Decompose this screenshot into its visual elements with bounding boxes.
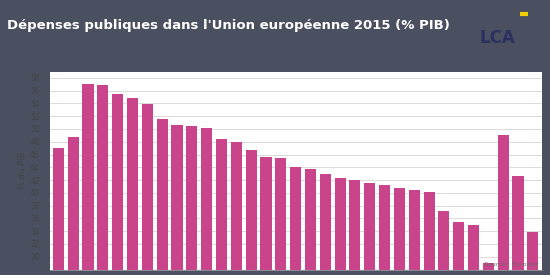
Bar	[394, 188, 405, 275]
Bar	[290, 167, 301, 275]
Bar	[112, 94, 123, 275]
Bar	[172, 125, 183, 275]
Bar	[305, 169, 316, 275]
Bar	[201, 128, 212, 275]
Bar	[53, 148, 64, 275]
Bar	[275, 158, 287, 275]
Bar	[513, 176, 524, 275]
Bar	[453, 222, 464, 275]
Bar	[216, 139, 227, 275]
Bar	[483, 263, 494, 275]
Bar	[68, 137, 79, 275]
Bar	[349, 180, 360, 275]
Bar	[320, 174, 331, 275]
Bar	[142, 104, 153, 275]
Bar	[127, 98, 138, 275]
Bar	[424, 192, 434, 275]
Bar	[97, 85, 108, 275]
Y-axis label: % du PIB: % du PIB	[18, 152, 28, 189]
Text: LCA: LCA	[479, 29, 515, 47]
Bar	[231, 142, 242, 275]
Bar	[246, 150, 257, 275]
Bar	[186, 126, 197, 275]
Bar	[468, 225, 479, 275]
Bar	[260, 157, 272, 275]
Text: Dépenses publiques dans l'Union européenne 2015 (% PIB): Dépenses publiques dans l'Union européen…	[7, 19, 449, 32]
Bar	[364, 183, 375, 275]
Bar	[409, 190, 420, 275]
Bar	[527, 232, 538, 275]
Text: Source : Eurostat: Source : Eurostat	[485, 262, 539, 267]
Bar	[334, 178, 345, 275]
Bar	[438, 211, 449, 275]
Bar	[379, 185, 390, 275]
Bar	[498, 135, 509, 275]
Bar	[82, 84, 94, 275]
Bar	[157, 119, 168, 275]
